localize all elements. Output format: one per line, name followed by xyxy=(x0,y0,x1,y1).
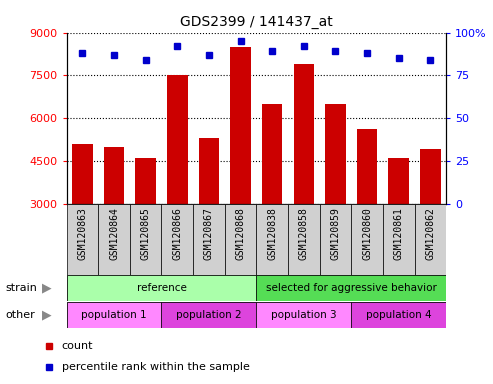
Bar xyxy=(98,204,130,275)
Text: population 4: population 4 xyxy=(366,310,431,320)
Bar xyxy=(256,302,352,328)
Bar xyxy=(319,204,351,275)
Text: GSM120859: GSM120859 xyxy=(330,207,341,260)
Text: population 3: population 3 xyxy=(271,310,337,320)
Text: ▶: ▶ xyxy=(42,282,52,295)
Bar xyxy=(130,204,161,275)
Text: GSM120860: GSM120860 xyxy=(362,207,372,260)
Bar xyxy=(262,104,282,204)
Text: GSM120838: GSM120838 xyxy=(267,207,277,260)
Text: percentile rank within the sample: percentile rank within the sample xyxy=(62,362,249,372)
Bar xyxy=(193,204,225,275)
Bar xyxy=(225,204,256,275)
Text: selected for aggressive behavior: selected for aggressive behavior xyxy=(266,283,437,293)
Text: reference: reference xyxy=(137,283,186,293)
Bar xyxy=(256,275,446,301)
Text: GSM120858: GSM120858 xyxy=(299,207,309,260)
Bar xyxy=(104,147,124,204)
Bar xyxy=(136,158,156,204)
Bar xyxy=(357,129,377,204)
Bar xyxy=(288,204,319,275)
Bar xyxy=(67,302,162,328)
Text: GSM120865: GSM120865 xyxy=(141,207,151,260)
Bar xyxy=(415,204,446,275)
Bar xyxy=(351,302,446,328)
Bar xyxy=(420,149,441,204)
Text: strain: strain xyxy=(5,283,37,293)
Bar xyxy=(162,302,256,328)
Text: GSM120862: GSM120862 xyxy=(425,207,435,260)
Text: GSM120864: GSM120864 xyxy=(109,207,119,260)
Text: GSM120867: GSM120867 xyxy=(204,207,214,260)
Text: other: other xyxy=(5,310,35,320)
Bar xyxy=(293,64,314,204)
Bar xyxy=(161,204,193,275)
Bar xyxy=(388,158,409,204)
Text: GSM120861: GSM120861 xyxy=(394,207,404,260)
Text: GSM120863: GSM120863 xyxy=(77,207,87,260)
Bar xyxy=(72,144,93,204)
Text: count: count xyxy=(62,341,93,351)
Text: GSM120866: GSM120866 xyxy=(172,207,182,260)
Text: GSM120868: GSM120868 xyxy=(236,207,246,260)
Text: population 1: population 1 xyxy=(81,310,147,320)
Bar xyxy=(256,204,288,275)
Bar xyxy=(325,104,346,204)
Title: GDS2399 / 141437_at: GDS2399 / 141437_at xyxy=(180,15,333,29)
Bar xyxy=(383,204,415,275)
Bar xyxy=(67,204,98,275)
Bar xyxy=(352,204,383,275)
Text: ▶: ▶ xyxy=(42,309,52,322)
Bar xyxy=(167,75,187,204)
Bar xyxy=(230,47,251,204)
Bar xyxy=(199,138,219,204)
Text: population 2: population 2 xyxy=(176,310,242,320)
Bar xyxy=(67,275,256,301)
